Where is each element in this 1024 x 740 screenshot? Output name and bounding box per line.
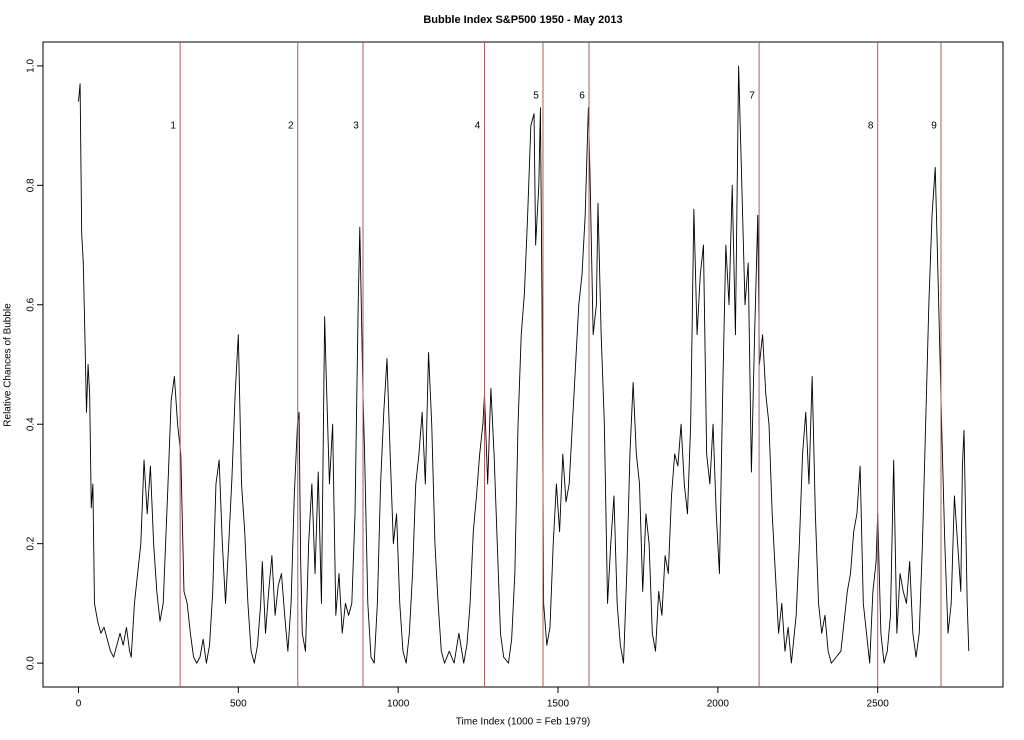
event-label: 2 [288, 120, 294, 131]
x-tick-label: 0 [76, 699, 82, 710]
y-tick-label: 0.0 [26, 656, 37, 670]
event-label: 9 [931, 120, 937, 131]
event-label: 4 [475, 120, 481, 131]
x-tick-label: 1500 [547, 699, 570, 710]
x-tick-label: 1000 [387, 699, 410, 710]
event-label: 6 [579, 90, 585, 101]
plot-frame [42, 41, 1004, 688]
x-tick-label: 2000 [707, 699, 730, 710]
event-label: 8 [868, 120, 874, 131]
y-tick-label: 0.2 [26, 536, 37, 550]
x-tick-label: 2500 [867, 699, 890, 710]
event-label: 3 [353, 120, 359, 131]
chart-title: Bubble Index S&P500 1950 - May 2013 [423, 14, 622, 26]
event-label: 5 [533, 90, 539, 101]
y-tick-label: 0.4 [26, 417, 37, 431]
x-axis-label: Time Index (1000 = Feb 1979) [456, 717, 590, 728]
y-tick-label: 1.0 [26, 59, 37, 73]
x-tick-label: 500 [230, 699, 247, 710]
event-label: 7 [749, 90, 755, 101]
event-label: 1 [170, 120, 176, 131]
data-line [78, 65, 970, 664]
y-tick-label: 0.8 [26, 178, 37, 192]
y-tick-label: 0.6 [26, 297, 37, 311]
y-axis-label: Relative Chances of Bubble [3, 303, 14, 427]
